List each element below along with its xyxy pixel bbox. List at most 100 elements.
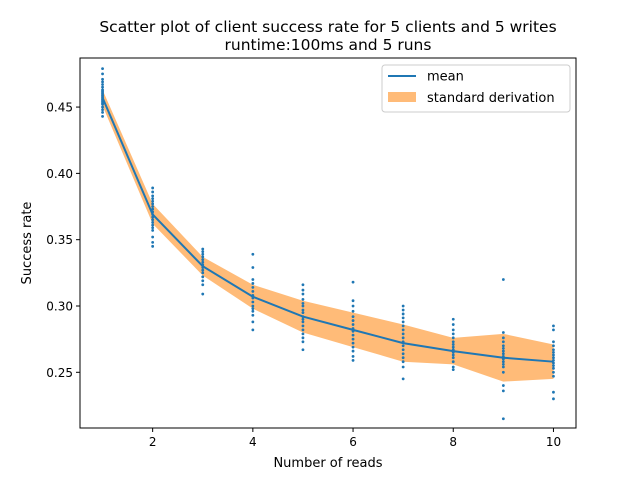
data-point [501,331,505,334]
data-point [451,332,455,336]
data-point [451,345,455,349]
data-point [351,327,355,330]
y-tick-label: 0.35 [46,233,73,247]
data-point [101,72,104,76]
data-point [101,114,104,118]
data-point [201,252,205,256]
data-point [552,344,555,348]
legend-band-label: standard derivation [427,91,555,106]
data-point [501,360,505,364]
axes-frame [79,57,577,429]
x-tick-label: 2 [149,435,157,449]
data-point [451,340,455,344]
data-point [101,85,104,89]
data-point [401,304,405,308]
data-point [201,268,205,272]
data-point [301,315,305,318]
x-tick-label: 10 [546,435,561,449]
data-point [201,247,205,251]
data-point [501,362,505,366]
data-point [451,365,455,369]
data-point [401,316,405,320]
x-tick-label: 8 [449,435,457,449]
data-point [351,354,355,358]
data-point [552,358,555,362]
data-point [301,297,305,301]
data-point [351,341,355,345]
data-point [501,352,505,356]
data-point [301,320,305,324]
data-point [351,323,355,326]
data-point [401,336,405,340]
legend-band-swatch [388,92,416,102]
data-point [401,332,405,336]
data-point [401,320,405,324]
data-point [501,344,505,348]
data-point [251,293,255,297]
data-point [151,205,155,208]
data-point [251,252,255,256]
y-tick-label: 0.45 [46,101,73,115]
data-point [552,356,555,360]
data-point [552,324,555,328]
x-axis: 2 4 6 8 10 [149,428,561,449]
data-point [401,365,405,369]
x-tick-label: 6 [349,435,357,449]
data-point [301,311,305,315]
mean-line [101,97,554,363]
data-point [201,279,205,283]
data-point [351,319,355,322]
data-point [301,317,305,321]
data-point [251,266,255,269]
data-point [201,258,205,261]
data-point [401,356,405,360]
data-point [451,356,455,360]
data-point [552,370,555,374]
data-point [501,417,505,421]
data-point [151,223,155,227]
data-point [501,336,505,340]
data-point [351,309,355,313]
data-point [451,343,455,346]
chart-subtitle: runtime:100ms and 5 runs [225,36,432,54]
data-point [451,351,455,354]
data-point [151,207,155,211]
data-point [251,300,255,304]
data-point [201,263,205,267]
data-point [201,255,205,259]
data-point [301,308,305,312]
data-point [351,304,355,308]
data-point [351,337,355,341]
data-point [501,354,505,358]
data-point [151,244,155,248]
data-point [301,288,305,292]
data-point [401,340,405,344]
data-point [301,328,305,332]
data-point [451,328,455,332]
data-point [401,352,405,356]
data-point [351,345,355,349]
data-point [351,315,355,318]
data-point [151,194,155,198]
data-point [401,377,405,381]
data-point [151,226,155,230]
data-point [251,309,255,313]
data-point [201,260,205,264]
data-point [451,353,455,357]
data-point [251,313,255,317]
data-point [201,283,205,287]
data-point [151,240,155,244]
data-point [151,229,155,232]
data-point [251,286,255,289]
data-point [501,349,505,353]
data-point [501,278,505,281]
data-point [552,351,555,354]
data-point [451,360,455,364]
data-point [552,390,555,394]
data-point [552,397,555,401]
data-point [301,301,305,305]
data-point [301,348,305,352]
data-point [552,366,555,370]
data-point [401,360,405,364]
